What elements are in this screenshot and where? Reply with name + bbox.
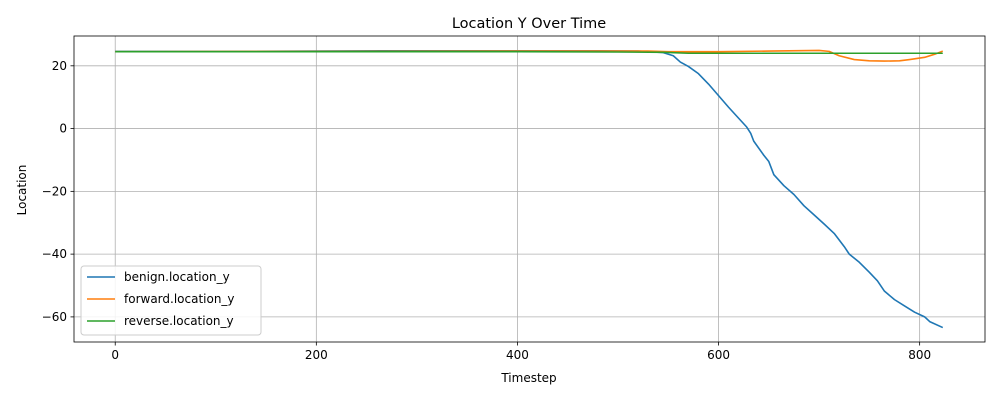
- legend-box: [80, 265, 262, 336]
- x-tick-label: 400: [506, 348, 529, 362]
- x-tick-label: 0: [111, 348, 119, 362]
- legend-label-forward-location_y: forward.location_y: [124, 292, 235, 306]
- y-tick-label: −40: [42, 247, 67, 261]
- x-axis-label: Timestep: [500, 371, 556, 385]
- x-tick-label: 200: [305, 348, 328, 362]
- legend-label-reverse-location_y: reverse.location_y: [124, 314, 234, 328]
- series-lines: [115, 49, 944, 329]
- chart-title: Location Y Over Time: [452, 16, 606, 32]
- legend-label-benign-location_y: benign.location_y: [124, 270, 230, 284]
- y-tick-label: 0: [59, 122, 67, 136]
- plot-frame: [73, 35, 986, 343]
- series-line-reverse-location_y: [115, 50, 943, 55]
- x-tick-label: 600: [707, 348, 730, 362]
- y-tick-label: −60: [42, 310, 67, 324]
- x-tick-label: 800: [908, 348, 931, 362]
- y-tick-label: −20: [42, 184, 67, 198]
- x-axis-ticks: 0 200 400 600 800: [111, 342, 931, 362]
- y-axis-label: Location: [15, 165, 29, 216]
- y-tick-label: 20: [52, 59, 67, 73]
- legend: benign.location_y forward.location_yrever…: [80, 265, 262, 336]
- y-axis-ticks: −60 −40 −20 0 20: [42, 59, 74, 324]
